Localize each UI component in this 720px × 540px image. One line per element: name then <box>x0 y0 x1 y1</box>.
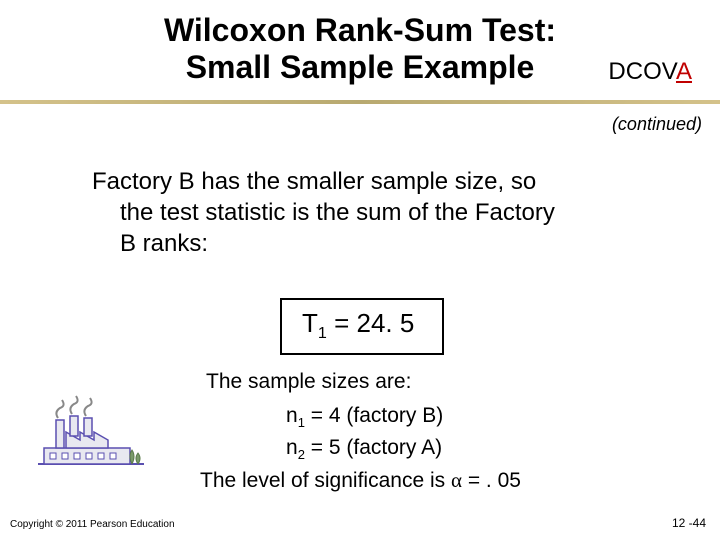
sample-sizes-label: The sample sizes are: <box>206 370 411 394</box>
body-line-1: Factory B has the smaller sample size, s… <box>92 168 536 195</box>
dcova-a: A <box>676 58 692 85</box>
title-line-1: Wilcoxon Rank-Sum Test: <box>0 12 720 49</box>
title-underline <box>0 100 720 104</box>
body-paragraph: Factory B has the smaller sample size, s… <box>92 166 652 260</box>
test-statistic-box: T1 = 24. 5 <box>280 298 444 355</box>
stat-pre: T <box>302 308 318 338</box>
factory-icon <box>36 390 146 480</box>
n2-line: n2 = 5 (factory A) <box>286 436 442 462</box>
n2-pre: n <box>286 436 298 459</box>
body-line-3: B ranks: <box>92 228 652 259</box>
alpha-symbol: α <box>451 468 462 492</box>
dcova-tag: DCOVA <box>608 58 692 86</box>
copyright-text: Copyright © 2011 Pearson Education <box>10 519 175 530</box>
n2-sub: 2 <box>298 447 305 462</box>
stat-sub: 1 <box>318 324 327 342</box>
dcova-prefix: DCOV <box>608 58 676 85</box>
n2-rest: = 5 (factory A) <box>305 436 442 459</box>
continued-label: (continued) <box>612 114 702 135</box>
significance-line: The level of significance is α = . 05 <box>200 468 521 493</box>
n1-pre: n <box>286 404 298 427</box>
sig-pre: The level of significance is <box>200 469 451 492</box>
page-number: 12 -44 <box>672 516 706 530</box>
n1-rest: = 4 (factory B) <box>305 404 443 427</box>
body-line-2: the test statistic is the sum of the Fac… <box>92 197 652 228</box>
n1-line: n1 = 4 (factory B) <box>286 404 443 430</box>
n1-sub: 1 <box>298 415 305 430</box>
sig-rest: = . 05 <box>462 469 521 492</box>
stat-rest: = 24. 5 <box>327 308 414 338</box>
